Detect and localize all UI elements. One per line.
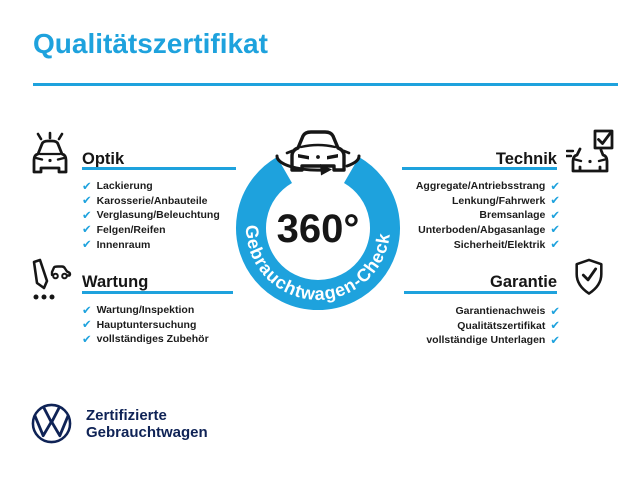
check-item-label: Bremsanlage bbox=[479, 209, 546, 222]
check-item-label: Hauptuntersuchung bbox=[96, 318, 197, 331]
shiny-car-icon bbox=[32, 131, 68, 174]
check-item: Lenkung/Fahrwerk ✔ bbox=[370, 194, 560, 209]
check-item-label: Lackierung bbox=[96, 180, 153, 193]
check-item-label: Qualitätszertifikat bbox=[457, 319, 546, 332]
service-checklist-icon bbox=[32, 258, 72, 300]
check-item-label: Garantienachweis bbox=[455, 305, 546, 318]
garantie-checklist: Garantienachweis ✔ Qualitätszertifikat ✔ vol… bbox=[370, 304, 560, 348]
check-item-label: Felgen/Reifen bbox=[96, 224, 166, 237]
technik-checklist: Aggregate/Antriebsstrang ✔ Lenkung/Fahrwer… bbox=[370, 179, 560, 252]
section-title-technik: Technik bbox=[495, 150, 557, 168]
section-title-wartung: Wartung bbox=[82, 273, 149, 291]
check-item-label: Innenraum bbox=[96, 238, 151, 251]
check-icon: ✔ bbox=[82, 331, 92, 346]
optik-underline bbox=[82, 167, 236, 170]
check-icon: ✔ bbox=[82, 317, 92, 332]
check-icon: ✔ bbox=[82, 236, 92, 251]
check-item: ✔ Verglasung/Beleuchtung bbox=[82, 208, 220, 223]
check-item-label: Sicherheit/Elektrik bbox=[453, 238, 546, 251]
section-title-garantie: Garantie bbox=[490, 273, 557, 291]
check-icon: ✔ bbox=[550, 207, 560, 222]
check-item: Sicherheit/Elektrik ✔ bbox=[370, 237, 560, 252]
check-item: Garantienachweis ✔ bbox=[370, 304, 560, 319]
check-item: Unterboden/Abgasanlage ✔ bbox=[370, 223, 560, 238]
check-icon: ✔ bbox=[550, 222, 560, 237]
check-icon: ✔ bbox=[82, 178, 92, 193]
check-item: ✔ Felgen/Reifen bbox=[82, 223, 220, 238]
car-rotation-icon bbox=[275, 130, 361, 176]
brand-line-2: Gebrauchtwagen bbox=[86, 424, 208, 441]
check-icon: ✔ bbox=[550, 236, 560, 251]
header-divider bbox=[33, 83, 618, 86]
check-item: Qualitätszertifikat ✔ bbox=[370, 319, 560, 334]
technik-underline bbox=[402, 167, 557, 170]
wartung-checklist: ✔ Wartung/Inspektion ✔ Hauptuntersuchung ✔ vo… bbox=[82, 303, 209, 347]
check-item: ✔ Lackierung bbox=[82, 179, 220, 194]
check-item: ✔ Karosserie/Anbauteile bbox=[82, 194, 220, 209]
check-item: vollständige Unterlagen ✔ bbox=[370, 333, 560, 348]
check-item-label: Wartung/Inspektion bbox=[96, 304, 195, 317]
page-title: Qualitätszertifikat bbox=[33, 28, 268, 59]
check-item-label: vollständige Unterlagen bbox=[426, 334, 546, 347]
brand-text: Zertifizierte Gebrauchtwagen bbox=[86, 407, 208, 441]
shield-check-icon bbox=[575, 258, 603, 295]
check-icon: ✔ bbox=[550, 332, 560, 347]
car-checkbox-icon bbox=[566, 129, 614, 173]
check-item-label: Lenkung/Fahrwerk bbox=[452, 194, 546, 207]
check-icon: ✔ bbox=[82, 302, 92, 317]
check-icon: ✔ bbox=[550, 193, 560, 208]
check-item-label: vollständiges Zubehör bbox=[96, 333, 209, 346]
wartung-underline bbox=[82, 291, 233, 294]
check-item-label: Unterboden/Abgasanlage bbox=[418, 224, 546, 237]
check-icon: ✔ bbox=[82, 222, 92, 237]
check-item: ✔ Innenraum bbox=[82, 237, 220, 252]
check-icon: ✔ bbox=[82, 193, 92, 208]
check-item-label: Verglasung/Beleuchtung bbox=[96, 209, 220, 222]
check-item-label: Karosserie/Anbauteile bbox=[96, 194, 208, 207]
vw-logo bbox=[31, 403, 72, 444]
check-icon: ✔ bbox=[550, 303, 560, 318]
check-item-label: Aggregate/Antriebsstrang bbox=[415, 180, 546, 193]
optik-checklist: ✔ Lackierung ✔ Karosserie/Anbauteile ✔ Vergla… bbox=[82, 179, 220, 252]
check-item: Aggregate/Antriebsstrang ✔ bbox=[370, 179, 560, 194]
check-item: ✔ Wartung/Inspektion bbox=[82, 303, 209, 318]
check-item: Bremsanlage ✔ bbox=[370, 208, 560, 223]
degrees-label: 360° bbox=[277, 207, 360, 251]
check-icon: ✔ bbox=[82, 207, 92, 222]
garantie-underline bbox=[404, 291, 557, 294]
check-icon: ✔ bbox=[550, 178, 560, 193]
check-item: ✔ Hauptuntersuchung bbox=[82, 318, 209, 333]
check-item: ✔ vollständiges Zubehör bbox=[82, 332, 209, 347]
section-title-optik: Optik bbox=[82, 150, 125, 168]
check-icon: ✔ bbox=[550, 318, 560, 333]
brand-line-1: Zertifizierte bbox=[86, 407, 167, 424]
